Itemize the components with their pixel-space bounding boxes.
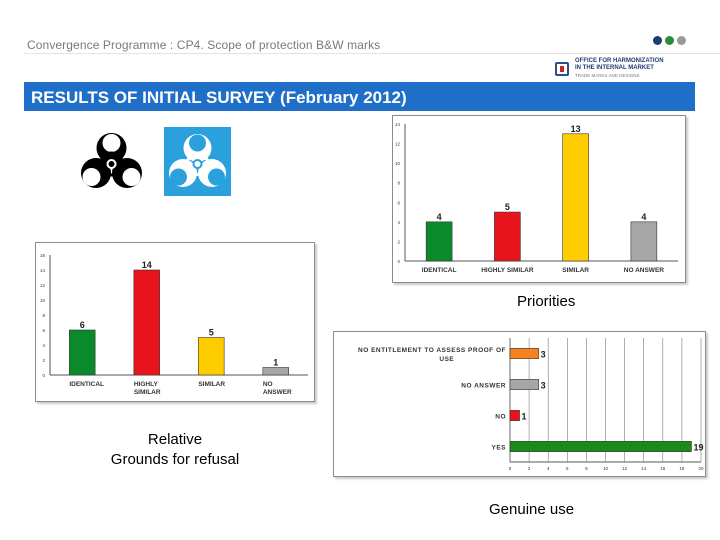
y-tick-label: 0 [397, 259, 400, 264]
x-tick-label: NO ANSWER [624, 267, 665, 274]
ohim-logo-text: OFFICE FOR HARMONIZATION IN THE INTERNAL… [575, 58, 664, 79]
y-tick-label: YES [491, 445, 506, 452]
relative-grounds-chart-svg: 02468101214166IDENTICAL14HIGHLYSIMILAR5S… [40, 253, 308, 396]
y-tick-label: 6 [42, 328, 45, 333]
y-tick-label: 8 [42, 313, 45, 318]
y-tick-label: 10 [395, 161, 401, 166]
x-tick-label: 8 [585, 466, 588, 471]
bar [509, 379, 539, 390]
biohazard-blue-icon [164, 127, 235, 196]
x-tick-label: HIGHLY SIMILAR [481, 267, 534, 274]
y-tick-label: 4 [397, 220, 400, 225]
header-text: Convergence Programme : CP4. Scope of pr… [27, 38, 381, 52]
bar [494, 211, 521, 262]
y-tick-label: 4 [42, 343, 45, 348]
y-tick-label: 12 [395, 142, 401, 147]
bar-value-label: 19 [693, 443, 703, 453]
x-tick-label: ANSWER [263, 389, 292, 396]
bar [562, 133, 589, 262]
y-tick-label: 6 [397, 200, 400, 205]
priorities-chart: 0 2 4 6 8 10 12 14 4 IDENTICAL 5 HIGHLY SIMILAR 13 SI… [392, 115, 686, 283]
genuine-use-chart: 0 2 4 6 8 10 12 14 16 18 20 3 NO ENTITLEMENT TO ASSE… [333, 331, 706, 477]
bar-value-label: 4 [641, 212, 646, 222]
y-tick-label: 10 [40, 298, 46, 303]
bar [198, 337, 225, 376]
x-tick-label: 0 [509, 466, 512, 471]
header-divider [24, 53, 720, 54]
bar [133, 269, 160, 376]
x-tick-label: SIMILAR [562, 267, 589, 274]
bar [509, 348, 539, 359]
x-tick-label: 18 [679, 466, 685, 471]
y-tick-label: 12 [40, 283, 46, 288]
title-banner: RESULTS OF INITIAL SURVEY (February 2012… [24, 82, 695, 111]
bar [509, 441, 692, 452]
priorities-caption: Priorities [517, 293, 576, 310]
bar-value-label: 5 [209, 328, 214, 338]
y-tick-label: 2 [42, 358, 45, 363]
bar-value-label: 1 [522, 412, 527, 422]
bar [630, 221, 658, 262]
genuine-use-chart-svg: 0 2 4 6 8 10 12 14 16 18 20 3 NO ENTITLEMENT TO ASSE… [358, 338, 704, 471]
relative-caption-line2: Grounds for refusal [110, 451, 240, 468]
relative-grounds-caption: Relative Grounds for refusal [90, 430, 260, 470]
y-tick-label: USE [439, 356, 454, 363]
x-tick-label: 10 [603, 466, 609, 471]
y-tick-label: NO ANSWER [461, 383, 506, 390]
bar-value-label: 5 [505, 202, 510, 212]
bar-value-label: 3 [541, 350, 546, 360]
bar [509, 410, 520, 421]
y-tick-label: 14 [40, 268, 46, 273]
bar-value-label: 13 [571, 124, 581, 134]
y-tick-label: NO ENTITLEMENT TO ASSESS PROOF OF [358, 347, 506, 354]
relative-caption-line1: Relative [147, 431, 203, 448]
bar-value-label: 4 [437, 212, 442, 222]
y-tick-label: 14 [395, 122, 401, 127]
x-tick-label: SIMILAR [134, 389, 161, 396]
x-tick-label: 16 [660, 466, 666, 471]
bar-value-label: 3 [541, 381, 546, 391]
x-tick-label: 14 [641, 466, 647, 471]
logo-line3: TRADE MARKS AND DESIGNS [575, 73, 640, 78]
logo-line1: OFFICE FOR HARMONIZATION [575, 58, 664, 64]
x-tick-label: NO [263, 381, 273, 388]
bar [425, 221, 453, 262]
y-tick-label: 2 [397, 239, 400, 244]
x-tick-label: 4 [547, 466, 550, 471]
x-tick-label: IDENTICAL [422, 267, 457, 274]
x-tick-label: HIGHLY [134, 381, 159, 388]
bar-value-label: 14 [142, 260, 152, 270]
x-tick-label: 20 [698, 466, 704, 471]
logo-dot-icon [677, 36, 686, 45]
y-tick-label: 16 [40, 253, 46, 258]
biohazard-black-icon [76, 127, 147, 196]
bar-value-label: 1 [273, 358, 278, 368]
logo-dot-icon [665, 36, 674, 45]
relative-grounds-chart: 0 2 4 6 8 10 12 14 16 6 IDENTICAL 14 HIGHLY SIMILAR 5 S… [35, 242, 315, 402]
y-tick-label: 0 [42, 373, 45, 378]
ohim-logo-icon [555, 61, 569, 76]
bar [69, 329, 96, 376]
bar-value-label: 6 [80, 320, 85, 330]
genuine-use-caption: Genuine use [489, 501, 575, 518]
x-tick-label: 12 [622, 466, 628, 471]
x-tick-label: 2 [528, 466, 531, 471]
logo-dot-icon [653, 36, 662, 45]
x-tick-label: 6 [566, 466, 569, 471]
x-tick-label: IDENTICAL [69, 381, 104, 388]
y-tick-label: 8 [397, 181, 400, 186]
logo-dots [653, 36, 686, 45]
logo-line2: IN THE INTERNAL MARKET [575, 65, 654, 71]
bar [262, 367, 289, 376]
x-tick-label: SIMILAR [198, 381, 225, 388]
priorities-chart-svg: 0 2 4 6 8 10 12 14 4 IDENTICAL 5 HIGHLY SIMILAR 13 SI… [395, 122, 678, 274]
y-tick-label: NO [495, 414, 506, 421]
ohim-logo: OFFICE FOR HARMONIZATION IN THE INTERNAL… [555, 58, 664, 79]
page-title: RESULTS OF INITIAL SURVEY (February 2012… [31, 88, 407, 107]
